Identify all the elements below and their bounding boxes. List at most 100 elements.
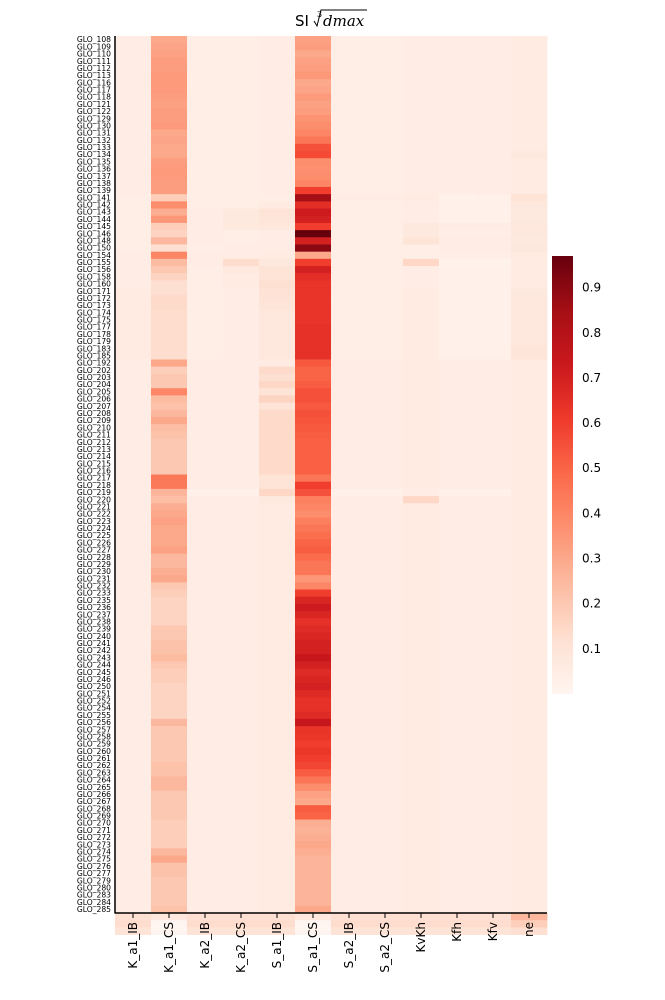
heatmap-cell — [223, 740, 260, 749]
row-label: GLO_258 — [77, 732, 111, 741]
heatmap-cell — [475, 179, 512, 188]
row-label: GLO_252 — [77, 697, 111, 706]
heatmap-cell — [151, 36, 188, 44]
heatmap-cell — [403, 869, 440, 878]
heatmap-cell — [439, 560, 476, 569]
heatmap-cell — [151, 726, 188, 734]
heatmap-cell — [475, 826, 512, 835]
heatmap-cell — [259, 237, 296, 245]
row-label: GLO_137 — [77, 172, 111, 181]
heatmap-cell — [511, 323, 548, 332]
heatmap-cell — [223, 647, 260, 655]
heatmap-cell — [187, 625, 224, 634]
heatmap-cell — [367, 517, 404, 526]
heatmap-cell — [331, 826, 368, 835]
row-label: GLO_239 — [77, 625, 111, 634]
heatmap-cell — [439, 107, 476, 116]
heatmap-cell — [403, 632, 440, 641]
heatmap-cell — [475, 79, 512, 87]
heatmap-cell — [223, 668, 260, 677]
heatmap-cell — [259, 618, 296, 626]
heatmap-cell — [187, 186, 224, 195]
heatmap-cell — [439, 503, 476, 511]
heatmap-cell — [151, 668, 188, 677]
heatmap-cell — [439, 532, 476, 540]
heatmap-cell — [151, 151, 188, 159]
heatmap-cell — [439, 611, 476, 619]
heatmap-cell — [223, 797, 260, 806]
heatmap-cell — [331, 208, 368, 217]
heatmap-cell — [187, 596, 224, 605]
heatmap-cell — [331, 776, 368, 785]
row-label: GLO_144 — [77, 215, 111, 224]
row-label: GLO_111 — [77, 57, 111, 66]
heatmap-cell — [223, 488, 260, 497]
heatmap-cell — [115, 618, 152, 626]
heatmap-cell — [475, 754, 512, 763]
heatmap-cell — [331, 769, 368, 777]
heatmap-cell — [475, 158, 512, 166]
heatmap-cell — [367, 474, 404, 483]
heatmap-cell — [259, 165, 296, 173]
heatmap-cell — [439, 812, 476, 820]
heatmap-cell — [331, 237, 368, 245]
heatmap-cell — [151, 222, 188, 231]
heatmap-cell — [331, 301, 368, 310]
heatmap-cell — [439, 158, 476, 166]
heatmap-cell — [439, 208, 476, 217]
row-label: GLO_261 — [77, 754, 111, 763]
heatmap-cell — [475, 819, 512, 828]
heatmap-cell — [151, 416, 188, 425]
heatmap-cell — [187, 812, 224, 820]
heatmap-cell — [511, 201, 548, 209]
heatmap-cell — [511, 115, 548, 123]
heatmap-cell — [151, 733, 188, 741]
heatmap-cell — [115, 532, 152, 540]
heatmap-cell — [475, 194, 512, 202]
heatmap-cell — [151, 186, 188, 195]
heatmap-cell — [187, 43, 224, 51]
heatmap-cell — [151, 869, 188, 878]
heatmap-cell — [331, 697, 368, 705]
heatmap-cell — [511, 301, 548, 310]
heatmap-cell — [475, 797, 512, 806]
heatmap-cell — [511, 136, 548, 145]
heatmap-cell — [151, 402, 188, 411]
heatmap-cell — [331, 740, 368, 749]
heatmap-cell — [367, 93, 404, 102]
heatmap-cell — [475, 100, 512, 109]
heatmap-cell — [187, 611, 224, 619]
heatmap-cell — [259, 639, 296, 648]
heatmap-cell — [511, 611, 548, 619]
heatmap-cell — [295, 690, 332, 698]
heatmap-cell — [511, 927, 548, 935]
heatmap-cell — [403, 352, 440, 360]
heatmap-cell — [223, 625, 260, 634]
heatmap-cell — [295, 122, 332, 130]
heatmap-cell — [115, 855, 152, 864]
heatmap-cell — [259, 754, 296, 763]
heatmap-cell — [331, 179, 368, 188]
column-label: S_a1_CS — [306, 922, 320, 973]
row-label: GLO_131 — [77, 129, 111, 138]
heatmap-cell — [331, 539, 368, 547]
heatmap-cell — [259, 143, 296, 152]
heatmap-cell — [511, 445, 548, 454]
heatmap-cell — [223, 122, 260, 130]
heatmap-cell — [187, 898, 224, 907]
row-label: GLO_155 — [77, 258, 111, 267]
heatmap-cell — [511, 438, 548, 447]
heatmap-cell — [367, 337, 404, 346]
heatmap-cell — [259, 546, 296, 554]
heatmap-cell — [187, 539, 224, 547]
heatmap-cell — [187, 100, 224, 109]
heatmap-cell — [115, 93, 152, 102]
heatmap-cell — [439, 251, 476, 260]
heatmap-cell — [331, 64, 368, 73]
heatmap-cell — [403, 251, 440, 260]
heatmap-cell — [115, 107, 152, 116]
heatmap-cell — [295, 481, 332, 490]
heatmap-cell — [367, 546, 404, 554]
row-label: GLO_238 — [77, 617, 111, 626]
